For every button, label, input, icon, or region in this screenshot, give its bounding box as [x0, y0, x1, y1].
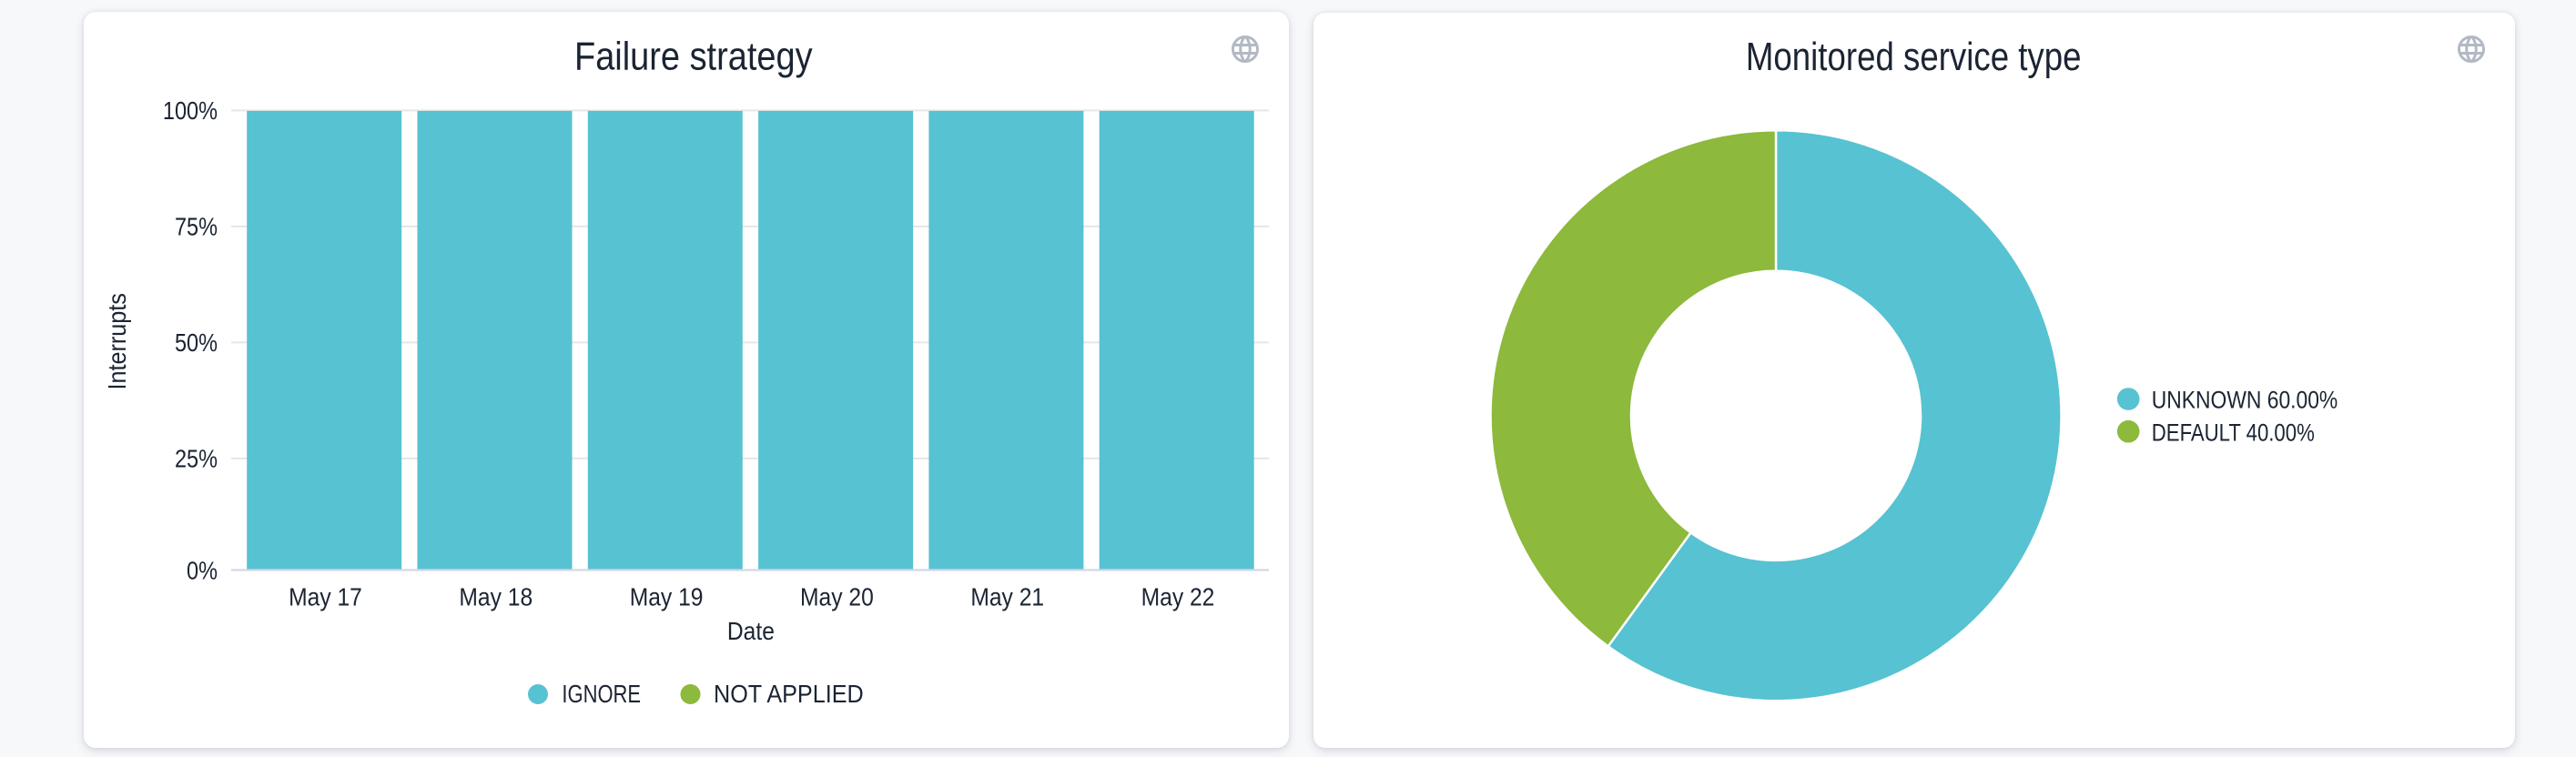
svg-text:100%: 100% [163, 97, 218, 125]
svg-text:NOT APPLIED: NOT APPLIED [714, 680, 864, 709]
svg-text:Interrupts: Interrupts [103, 293, 132, 389]
svg-text:75%: 75% [175, 214, 218, 241]
svg-text:May 20: May 20 [800, 582, 874, 611]
svg-text:25%: 25% [175, 446, 218, 473]
svg-text:IGNORE: IGNORE [562, 681, 641, 709]
svg-text:May 22: May 22 [1141, 582, 1215, 611]
svg-text:UNKNOWN 60.00%: UNKNOWN 60.00% [2152, 387, 2338, 414]
svg-text:May 18: May 18 [459, 582, 532, 611]
svg-text:0%: 0% [187, 558, 218, 585]
svg-text:May 21: May 21 [970, 582, 1044, 611]
svg-text:DEFAULT 40.00%: DEFAULT 40.00% [2152, 419, 2315, 447]
svg-text:May 19: May 19 [630, 582, 704, 611]
svg-text:Monitored service type: Monitored service type [1746, 34, 2082, 79]
svg-text:50%: 50% [175, 329, 218, 357]
svg-text:Date: Date [727, 617, 775, 646]
svg-text:Failure strategy: Failure strategy [574, 34, 813, 78]
svg-text:May 17: May 17 [289, 582, 362, 611]
